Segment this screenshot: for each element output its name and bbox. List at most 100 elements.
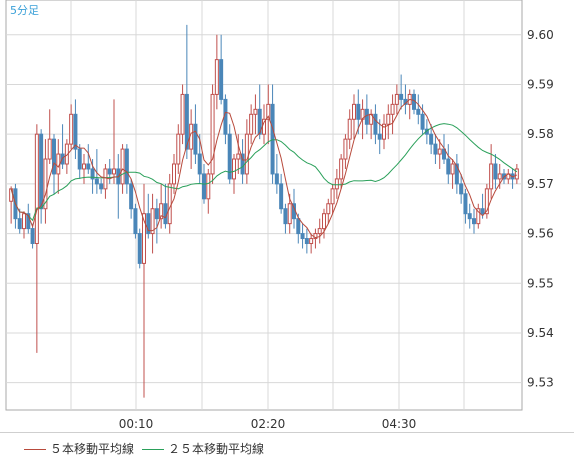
candle-body xyxy=(489,163,494,190)
candle xyxy=(159,183,164,229)
candle-body xyxy=(82,163,86,170)
candle xyxy=(514,164,519,184)
candle xyxy=(270,84,275,184)
candle-body xyxy=(446,158,451,175)
candle-body xyxy=(69,113,74,145)
candle xyxy=(232,154,236,194)
candle-body xyxy=(180,93,185,135)
candle-body xyxy=(137,233,142,264)
candle xyxy=(437,139,442,169)
candle-body xyxy=(377,133,382,140)
candle xyxy=(69,104,74,150)
candle xyxy=(386,104,391,140)
candle-body xyxy=(210,93,215,175)
candle xyxy=(420,104,425,135)
candle-body xyxy=(184,93,189,150)
candle xyxy=(489,144,494,199)
candle-body xyxy=(39,133,44,210)
ma25-line xyxy=(10,123,518,222)
candle-body xyxy=(197,153,202,175)
candle xyxy=(86,144,91,174)
candle xyxy=(356,89,361,135)
candle xyxy=(446,144,451,184)
candle-body xyxy=(193,123,198,155)
candle-body xyxy=(352,103,356,120)
candle xyxy=(112,99,116,184)
candle xyxy=(266,84,271,145)
candle xyxy=(347,109,352,150)
candle-body xyxy=(279,183,284,210)
candle-body xyxy=(90,168,95,180)
candle-body xyxy=(296,218,301,235)
candle xyxy=(322,208,326,239)
candle-body xyxy=(172,163,176,185)
candle-body xyxy=(394,93,399,105)
candle-body xyxy=(493,163,498,180)
candle-body xyxy=(227,133,232,180)
candle-body xyxy=(484,188,489,215)
candle xyxy=(82,154,86,184)
candle xyxy=(416,94,421,125)
candle-body xyxy=(249,113,254,135)
candle-body xyxy=(420,113,425,130)
y-tick-label: 9.58 xyxy=(527,127,554,141)
candle xyxy=(433,134,438,164)
candle-body xyxy=(176,133,181,165)
candle-body xyxy=(364,108,369,125)
y-tick-label: 9.55 xyxy=(527,276,554,290)
y-tick-label: 9.53 xyxy=(527,376,554,390)
candle xyxy=(274,154,279,194)
candle-body xyxy=(232,158,236,180)
candle xyxy=(99,178,104,194)
candle xyxy=(73,99,78,160)
candle xyxy=(197,134,202,184)
candle xyxy=(150,193,155,254)
candle-body xyxy=(480,208,485,215)
candle-body xyxy=(244,133,249,175)
candle xyxy=(94,149,99,194)
candle xyxy=(17,208,22,234)
candle xyxy=(26,203,31,234)
candle-body xyxy=(142,213,146,264)
candle-body xyxy=(476,208,481,225)
legend: ５本移動平均線 ２５本移動平均線 xyxy=(0,432,574,463)
candle-body xyxy=(94,178,99,185)
candle-body xyxy=(472,218,476,225)
candle xyxy=(309,233,314,254)
candle-body xyxy=(416,108,421,115)
candle-body xyxy=(347,118,352,140)
candle xyxy=(463,188,468,224)
legend-swatch-ma5 xyxy=(24,449,46,450)
candle-body xyxy=(22,213,26,230)
candle-body xyxy=(283,208,288,225)
legend-item-ma25: ２５本移動平均線 xyxy=(142,442,264,456)
candle-body xyxy=(163,203,168,225)
candle-body xyxy=(454,163,459,185)
candle xyxy=(133,203,138,239)
candle-body xyxy=(356,103,361,120)
candle xyxy=(472,208,476,234)
candle-body xyxy=(514,168,519,180)
candle-body xyxy=(236,153,241,160)
x-tick-label: 00:10 xyxy=(119,417,154,431)
candle-body xyxy=(450,163,455,175)
candle xyxy=(283,203,288,234)
candle xyxy=(382,114,386,150)
x-axis-labels: 00:10 02:20 04:30 xyxy=(119,417,417,431)
y-axis-labels: 9.60 9.59 9.58 9.57 9.56 9.55 9.54 9.53 xyxy=(527,28,554,390)
candle-body xyxy=(159,203,164,220)
candle xyxy=(373,104,378,145)
candle xyxy=(287,193,292,234)
candle-body xyxy=(240,153,245,175)
candle-body xyxy=(287,203,292,225)
candle-body xyxy=(103,168,108,190)
candle-body xyxy=(467,213,472,220)
candle xyxy=(459,173,464,204)
candle-body xyxy=(429,133,434,145)
candle-body xyxy=(30,228,35,245)
candle-body xyxy=(47,138,52,160)
candle xyxy=(300,223,305,249)
candle-body xyxy=(150,208,155,235)
candle-body xyxy=(112,168,116,175)
